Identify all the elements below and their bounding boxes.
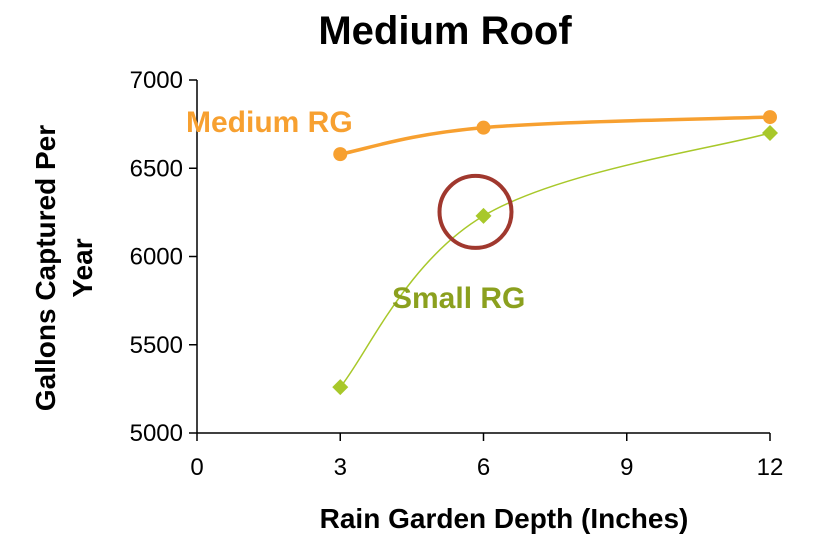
chart-title: Medium Roof xyxy=(318,9,572,53)
x-tick-label: 9 xyxy=(620,454,633,481)
series-labels: Medium RG Small RG xyxy=(186,106,525,315)
series-label-small-rg: Small RG xyxy=(392,282,525,315)
y-tick-label: 7000 xyxy=(130,67,183,94)
x-tick-label: 3 xyxy=(334,454,347,481)
y-axis-title-line-2: Year xyxy=(67,238,98,297)
data-point-medium-rg xyxy=(333,147,348,162)
data-point-medium-rg xyxy=(476,120,491,135)
y-tick-label: 5500 xyxy=(130,332,183,359)
x-tick-label: 0 xyxy=(190,454,203,481)
y-tick-label: 6500 xyxy=(130,155,183,182)
highlight-circle-annotation xyxy=(437,173,514,250)
y-axis-title: Gallons Captured Per Year xyxy=(30,125,98,411)
data-point-small-rg xyxy=(762,124,778,141)
y-axis-title-line-1: Gallons Captured Per xyxy=(30,125,61,411)
series-layer xyxy=(332,110,778,396)
x-axis-title: Rain Garden Depth (Inches) xyxy=(320,503,689,534)
x-tick-label: 6 xyxy=(477,454,490,481)
data-point-medium-rg xyxy=(763,110,777,125)
y-tick-label: 5000 xyxy=(130,420,183,447)
series-line-small-rg xyxy=(339,132,771,388)
annotation-layer xyxy=(437,173,514,250)
y-tick-label: 6000 xyxy=(130,244,183,271)
axes: 5000 5500 6000 6500 7000 0 3 6 9 12 xyxy=(130,67,784,481)
series-label-medium-rg: Medium RG xyxy=(186,106,353,139)
x-tick-label: 12 xyxy=(757,454,784,481)
series-line-medium-rg xyxy=(339,115,771,156)
data-point-small-rg xyxy=(475,207,492,224)
data-point-small-rg xyxy=(332,379,349,396)
